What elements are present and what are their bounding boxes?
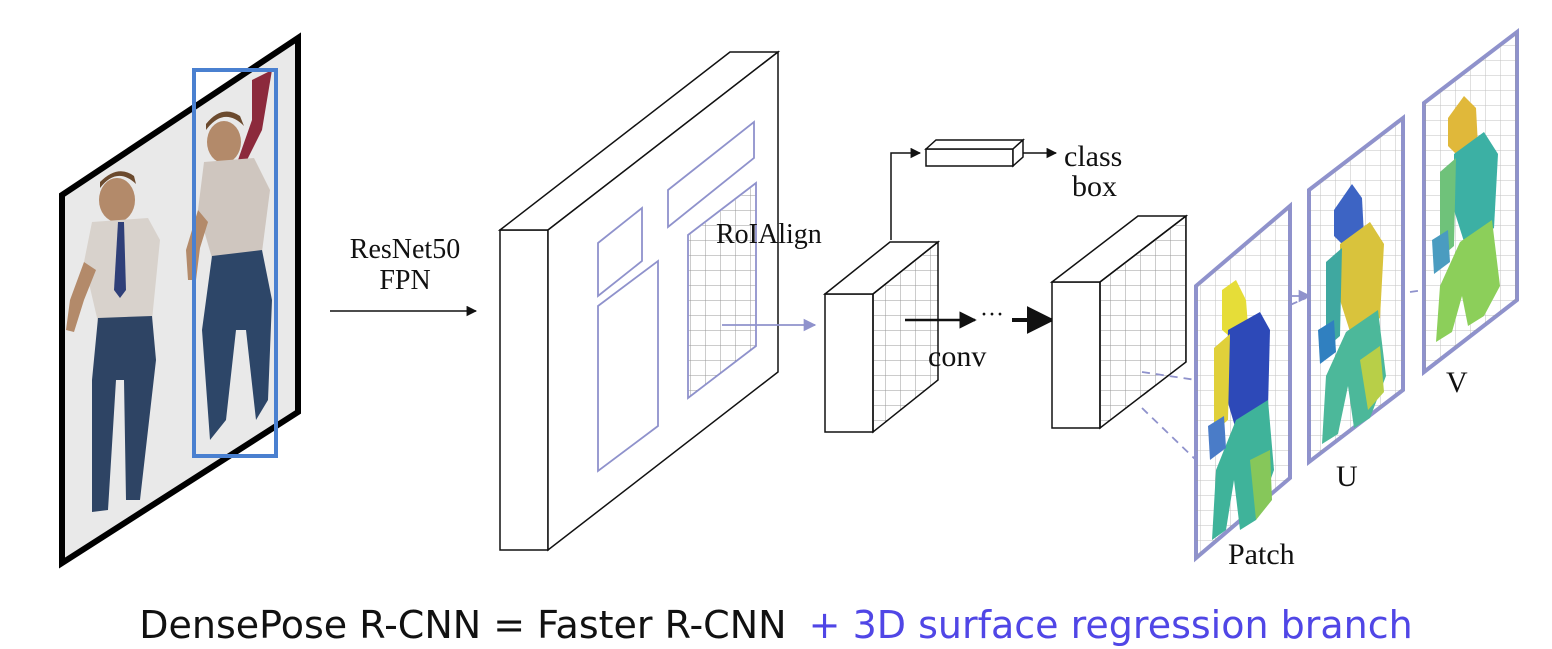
backbone-label-line2: FPN xyxy=(379,265,430,296)
roi-grid-region xyxy=(687,181,757,400)
region-proposals xyxy=(597,120,755,473)
u-label: U xyxy=(1336,460,1358,493)
person-bounding-box xyxy=(192,68,278,458)
class-box-branch-line xyxy=(890,147,922,240)
u-output-map xyxy=(1307,113,1405,467)
fc-layer-block xyxy=(924,138,1025,168)
conv-ellipsis: ··· xyxy=(980,302,1004,328)
class-output-label: class xyxy=(1064,140,1122,173)
feature-map-block xyxy=(497,50,781,552)
roialign-label: RoIAlign xyxy=(716,219,822,250)
conv-label: conv xyxy=(928,340,986,373)
caption: DensePose R-CNN = Faster R-CNN + 3D surf… xyxy=(139,603,1413,647)
roi-feature-block xyxy=(822,240,941,434)
person-figure-left xyxy=(66,171,160,512)
v-output-map xyxy=(1422,27,1519,377)
patch-output-map xyxy=(1194,201,1292,563)
input-image-panel xyxy=(59,32,301,569)
conv-feature-block xyxy=(1049,214,1189,430)
person-figure-right xyxy=(186,70,272,440)
backbone-label-line1: ResNet50 xyxy=(350,234,460,265)
box-output-label: box xyxy=(1072,170,1117,203)
caption-main: DensePose R-CNN = Faster R-CNN xyxy=(139,603,786,647)
caption-highlight: + 3D surface regression branch xyxy=(809,603,1413,647)
patch-label: Patch xyxy=(1228,538,1295,571)
v-label: V xyxy=(1446,366,1468,399)
